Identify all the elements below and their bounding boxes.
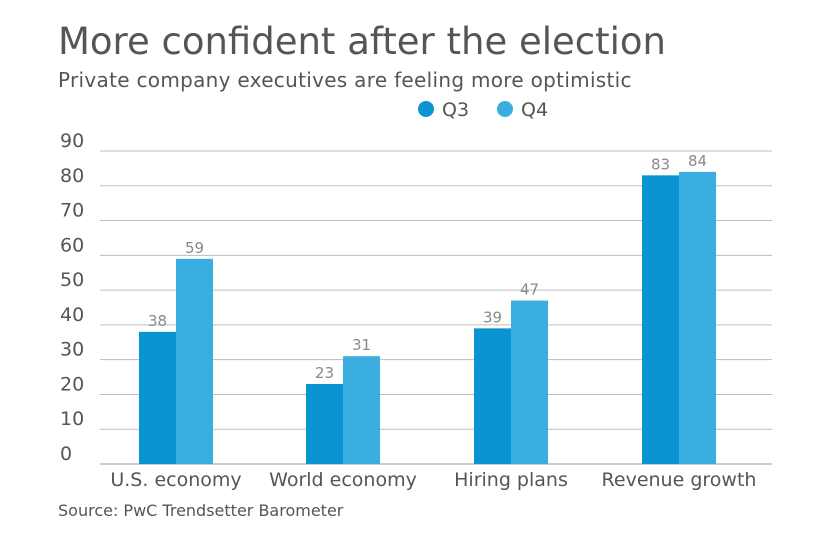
y-tick-label-90: 90 — [60, 130, 84, 152]
legend: Q3 Q4 — [418, 99, 548, 121]
y-tick-label-50: 50 — [60, 269, 84, 291]
data-label-revenue-growth-q4: 84 — [688, 152, 707, 170]
y-tick-label-80: 80 — [60, 165, 84, 187]
legend-label-q3: Q3 — [442, 99, 469, 121]
y-tick-label-20: 20 — [60, 373, 84, 395]
y-tick-label-0: 0 — [60, 443, 72, 465]
bar-revenue-growth-q4 — [679, 171, 716, 464]
legend-label-q4: Q4 — [521, 99, 548, 121]
bar-world-economy-q4 — [343, 356, 380, 464]
bar-world-economy-q3 — [306, 384, 343, 464]
chart-subtitle: Private company executives are feeling m… — [58, 68, 632, 92]
data-label-world-economy-q3: 23 — [315, 364, 334, 382]
data-label-hiring-plans-q3: 39 — [483, 308, 502, 326]
bar-revenue-growth-q3 — [642, 175, 679, 464]
y-tick-label-10: 10 — [60, 408, 84, 430]
bar-u-s-economy-q4 — [176, 258, 213, 464]
bars — [139, 171, 716, 464]
x-label-hiring-plans: Hiring plans — [454, 469, 568, 491]
data-label-u-s-economy-q4: 59 — [185, 239, 204, 257]
data-label-world-economy-q4: 31 — [352, 336, 371, 354]
chart-title: More confident after the election — [58, 20, 666, 63]
x-label-revenue-growth: Revenue growth — [602, 469, 757, 491]
chart-source: Source: PwC Trendsetter Barometer — [58, 501, 344, 520]
x-label-world-economy: World economy — [269, 469, 417, 491]
data-labels: 38 59 23 31 39 47 83 84 — [148, 152, 707, 382]
bar-hiring-plans-q3 — [474, 328, 511, 464]
y-tick-label-60: 60 — [60, 234, 84, 256]
y-tick-label-30: 30 — [60, 339, 84, 361]
legend-marker-q3 — [418, 101, 434, 117]
y-axis-ticks: 0 10 20 30 40 50 60 70 80 90 — [60, 130, 84, 465]
data-label-u-s-economy-q3: 38 — [148, 312, 167, 330]
bar-u-s-economy-q3 — [139, 331, 176, 464]
y-tick-label-70: 70 — [60, 200, 84, 222]
x-axis-labels: U.S. economy World economy Hiring plans Rev… — [110, 469, 756, 491]
data-label-revenue-growth-q3: 83 — [651, 155, 670, 173]
legend-marker-q4 — [497, 101, 513, 117]
y-tick-label-40: 40 — [60, 304, 84, 326]
data-label-hiring-plans-q4: 47 — [520, 281, 539, 299]
bar-hiring-plans-q4 — [511, 300, 548, 464]
x-label-u-s-economy: U.S. economy — [110, 469, 241, 491]
